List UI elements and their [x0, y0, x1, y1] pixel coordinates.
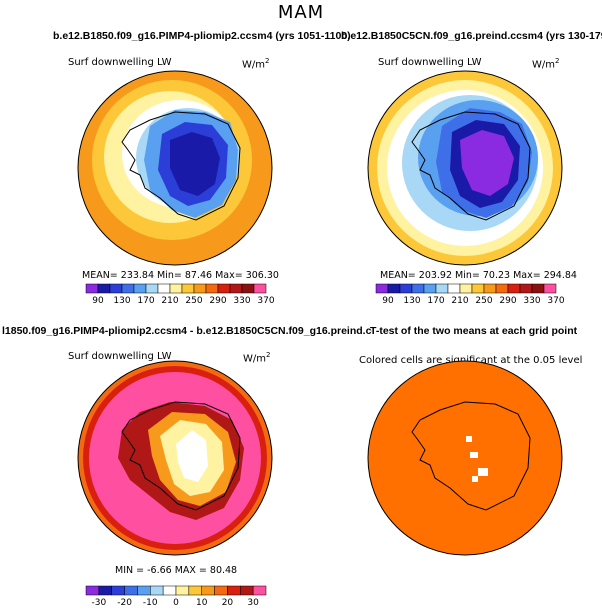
- panel3-colorbar-box: [111, 585, 125, 596]
- panel1-colorbar-box: [133, 283, 147, 294]
- panel1-coastline: [121, 111, 241, 221]
- panel2-colorbar-box: [399, 283, 413, 294]
- panel2-colorbar-box: [519, 283, 533, 294]
- panel4-subtitle: Colored cells are significant at the 0.0…: [359, 355, 583, 366]
- panel3-colorbar-label: 30: [247, 598, 259, 608]
- panel1-map-border: [77, 70, 273, 266]
- panel3-colorbar-box: [175, 585, 190, 596]
- panel4-map: [368, 361, 562, 555]
- panel2-colorbar-label: 330: [523, 296, 540, 306]
- panel1-colorbar-box: [229, 283, 243, 294]
- panel2-colorbar-label: 170: [427, 296, 444, 306]
- panel1-colorbar-box: [169, 283, 183, 294]
- panel3-colorbar-label: -10: [143, 598, 158, 608]
- panel3-colorbar-label: -20: [117, 598, 132, 608]
- panel4-title: T-test of the two means at each grid poi…: [370, 325, 578, 337]
- panel1-colorbar-label: 90: [92, 296, 104, 306]
- panel2-colorbar-box: [423, 283, 437, 294]
- panel2-colorbar-box: [435, 283, 449, 294]
- panel2-colorbar-label: 90: [382, 296, 394, 306]
- panel2-colorbar-box: [531, 283, 545, 294]
- panel2-colorbar-box: [471, 283, 485, 294]
- panel3-colorbar-box: [85, 585, 100, 596]
- panel1-colorbar-box: [217, 283, 231, 294]
- panel2-colorbar-box: [411, 283, 425, 294]
- panel2-stats: MEAN= 203.92 Min= 70.23 Max= 294.84: [380, 270, 577, 281]
- panel4-map-border: [367, 360, 563, 556]
- panel3-title: l1850.f09_g16.PIMP4-pliomip2.ccsm4 - b.e…: [2, 325, 372, 337]
- panel2-colorbar-box: [495, 283, 509, 294]
- panel1-units: W/m2: [242, 57, 270, 71]
- panel2-variable: Surf downwelling LW: [378, 57, 482, 68]
- panel2-colorbar: 90 130 170 210 250 290 330 370: [375, 283, 565, 306]
- panel1-colorbar-box: [205, 283, 219, 294]
- panel1-colorbar-label: 210: [161, 296, 178, 306]
- panel1-colorbar-box: [193, 283, 207, 294]
- season-title: MAM: [277, 2, 325, 23]
- panel3-colorbar-box: [201, 585, 215, 596]
- panel2-colorbar-label: 130: [403, 296, 420, 306]
- panel1-colorbar-box: [121, 283, 135, 294]
- panel1-colorbar-label: 330: [233, 296, 250, 306]
- panel3-stats: MIN = -6.66 MAX = 80.48: [115, 565, 238, 576]
- panel3-colorbar-box: [150, 585, 164, 596]
- panel1-variable: Surf downwelling LW: [68, 57, 172, 68]
- panel2-title: b.e12.B1850C5CN.f09_g16.preind.ccsm4 (yr…: [341, 30, 602, 42]
- panel3-colorbar-box: [252, 585, 267, 596]
- panel2-units: W/m2: [532, 57, 560, 71]
- panel3-colorbar-label: 0: [173, 598, 179, 608]
- panel1-colorbar-box: [181, 283, 195, 294]
- panel2-colorbar-box: [483, 283, 497, 294]
- panel1-stats: MEAN= 233.84 Min= 87.46 Max= 306.30: [82, 270, 279, 281]
- panel1-colorbar-box: [241, 283, 255, 294]
- panel2-colorbar-box: [459, 283, 473, 294]
- panel1-colorbar-box: [253, 283, 267, 294]
- panel3-colorbar-box: [124, 585, 138, 596]
- panel1-colorbar-label: 290: [209, 296, 226, 306]
- panel3-colorbar-box: [188, 585, 202, 596]
- panel2-colorbar-box: [543, 283, 557, 294]
- panel3-units: W/m2: [243, 351, 271, 365]
- panel3-colorbar-label: 20: [222, 598, 234, 608]
- panel1-colorbar-box: [157, 283, 171, 294]
- panel1-colorbar-box: [97, 283, 111, 294]
- panel1-title: b.e12.B1850.f09_g16.PIMP4-pliomip2.ccsm4…: [53, 30, 351, 42]
- panel1-colorbar: 90 130 170 210 250 290 330 370: [85, 283, 275, 306]
- panel2-map: [368, 71, 562, 265]
- panel2-coastline: [411, 111, 531, 221]
- panel3-colorbar-label: 10: [196, 598, 208, 608]
- panel1-colorbar-box: [85, 283, 99, 294]
- panel3-colorbar-label: -30: [92, 598, 107, 608]
- panel3-colorbar-box: [137, 585, 151, 596]
- panel1-colorbar-box: [145, 283, 159, 294]
- panel1-colorbar-label: 370: [257, 296, 274, 306]
- panel3-colorbar-box: [162, 585, 177, 596]
- panel2-colorbar-label: 290: [499, 296, 516, 306]
- panel2-colorbar-box: [507, 283, 521, 294]
- panel2-map-border: [367, 70, 563, 266]
- panel2-colorbar-label: 250: [475, 296, 492, 306]
- panel2-colorbar-label: 370: [547, 296, 564, 306]
- panel3-colorbar-box: [214, 585, 228, 596]
- panel1-map: [78, 71, 272, 265]
- panel2-colorbar-label: 210: [451, 296, 468, 306]
- panel3-map-border: [77, 360, 273, 556]
- panel3-variable: Surf downwelling LW: [68, 351, 172, 362]
- panel2-colorbar-box: [387, 283, 401, 294]
- panel3-colorbar: -30 -20 -10 0 10 20 30: [85, 585, 267, 608]
- panel3-coastline: [121, 401, 241, 511]
- panel4-coastline: [411, 401, 531, 511]
- panel1-colorbar-label: 130: [113, 296, 130, 306]
- panel3-colorbar-box: [98, 585, 112, 596]
- panel3-map: [78, 361, 272, 555]
- panel3-colorbar-box: [240, 585, 254, 596]
- panel1-colorbar-label: 170: [137, 296, 154, 306]
- panel2-colorbar-box: [447, 283, 461, 294]
- panel3-colorbar-box: [227, 585, 241, 596]
- panel1-colorbar-box: [109, 283, 123, 294]
- panel2-colorbar-box: [375, 283, 389, 294]
- panel1-colorbar-label: 250: [185, 296, 202, 306]
